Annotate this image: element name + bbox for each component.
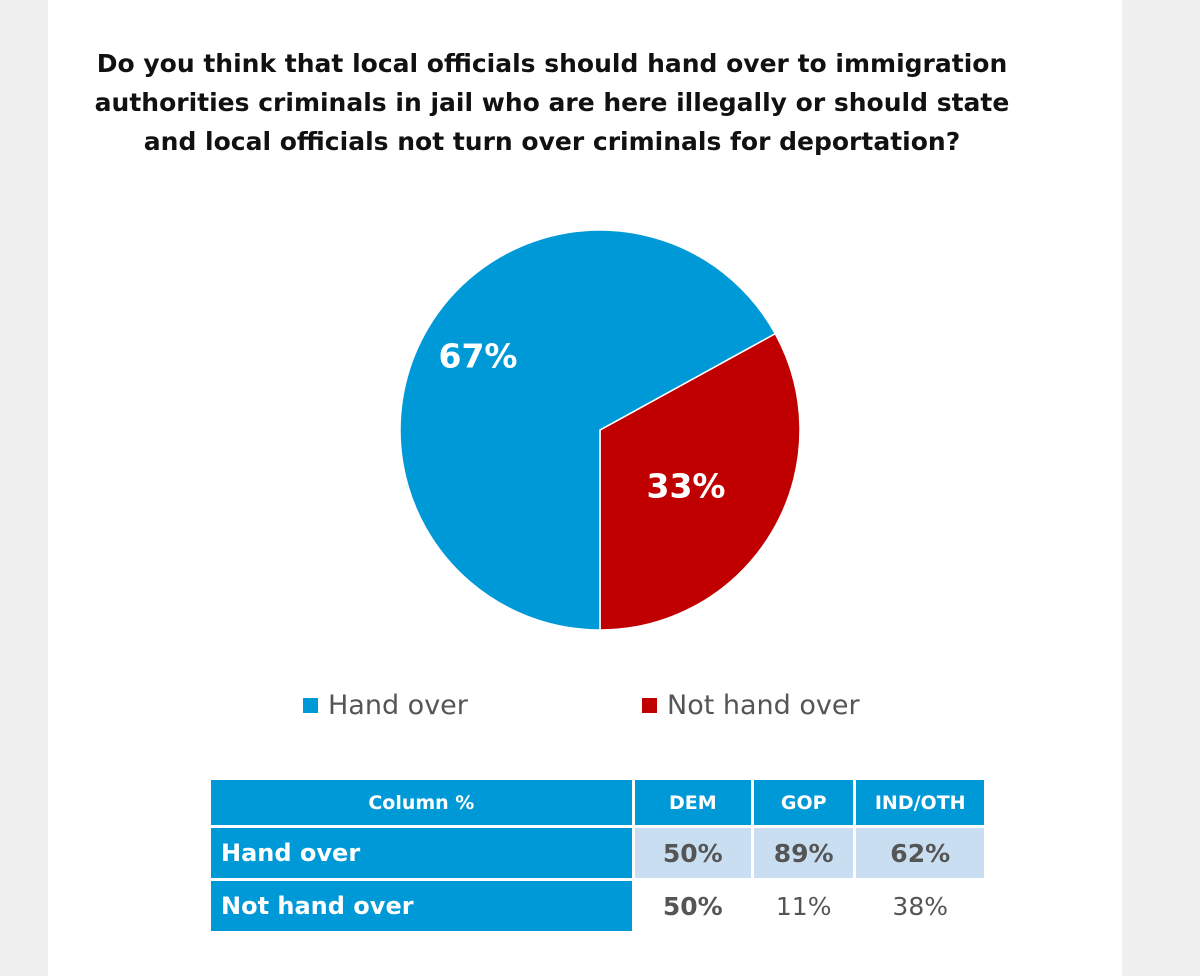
cell-ind-oth-not-hand-over: 38%: [892, 891, 948, 921]
cell-dem-hand-over: 50%: [634, 828, 751, 878]
legend-item-hand-over: Hand over: [303, 688, 468, 722]
header-cell-dem: DEM: [634, 780, 751, 825]
pie-data-label-hand-over: 67%: [439, 337, 518, 376]
table-header-row: Column % DEM GOP IND/OTH: [211, 780, 984, 825]
legend-label-not-hand-over: Not hand over: [667, 689, 860, 721]
table-row: Not hand over 50% 11% 38%: [211, 881, 984, 931]
header-cell-gop: GOP: [753, 780, 854, 825]
table-row: Hand over 50% 89% 62%: [211, 828, 984, 878]
row-label-hand-over: Hand over: [211, 828, 632, 878]
crosstab-table: Column % DEM GOP IND/OTH Hand over 50% 8…: [208, 777, 987, 934]
pie-slice-hand-over: [399, 229, 777, 631]
chart-title: Do you think that local officials should…: [0, 44, 1152, 161]
legend-label-hand-over: Hand over: [328, 689, 468, 721]
chart-title-line: and local officials not turn over crimin…: [143, 127, 961, 156]
pie-data-label-not-hand-over: 33%: [647, 467, 726, 506]
cell-gop-hand-over: 89%: [753, 828, 854, 878]
header-cell-column-pct: Column %: [211, 780, 632, 825]
legend-item-not-hand-over: Not hand over: [642, 688, 860, 722]
cell-dem-not-hand-over: 50%: [662, 891, 723, 921]
legend-swatch-hand-over: [303, 697, 318, 713]
legend-swatch-not-hand-over: [642, 697, 657, 713]
chart-title-line: authorities criminals in jail who are he…: [94, 88, 1010, 117]
pie-slice-not-hand-over: [599, 332, 801, 631]
header-cell-ind-oth: IND/OTH: [856, 780, 984, 825]
chart-title-line: Do you think that local officials should…: [96, 49, 1008, 78]
cell-gop-not-hand-over: 11%: [775, 891, 832, 921]
row-label-not-hand-over: Not hand over: [211, 881, 632, 931]
cell-ind-oth-hand-over: 62%: [856, 828, 984, 878]
